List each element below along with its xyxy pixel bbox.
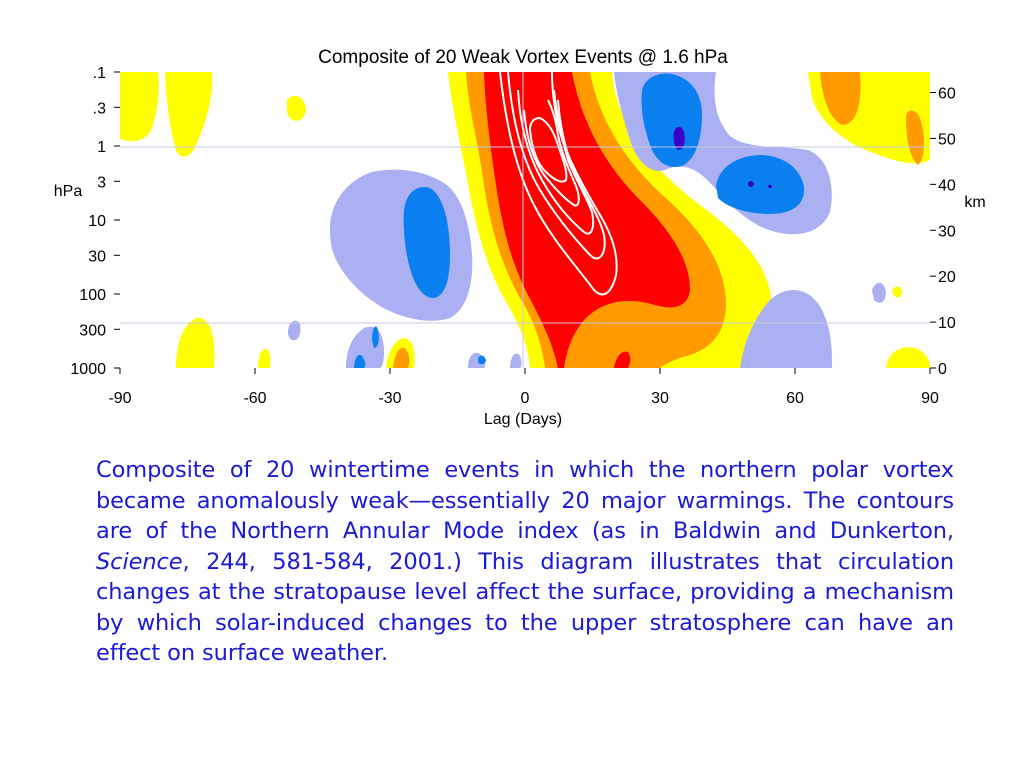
pressure-tick-label: .3 xyxy=(93,100,106,117)
nam-contours xyxy=(499,72,618,296)
caption-text-part1: Composite of 20 wintertime events in whi… xyxy=(96,457,954,544)
negative-field-medium xyxy=(354,73,805,368)
negative-field-strong xyxy=(673,126,772,189)
caption-text-part2: , 244, 581-584, 2001.) This diagram illu… xyxy=(96,548,954,667)
height-tick-label: 40 xyxy=(938,177,956,194)
caption-journal: Science xyxy=(96,548,183,575)
height-tick-label: 30 xyxy=(938,223,956,240)
height-tick-label: 20 xyxy=(938,269,956,286)
y-axis-right-title: km xyxy=(964,194,985,211)
positive-field-strong xyxy=(484,72,690,368)
pressure-tick-label: 1 xyxy=(97,139,106,156)
x-axis-title: Lag (Days) xyxy=(484,411,562,428)
x-axis: -90 -60 -30 0 30 60 90 xyxy=(108,368,939,407)
x-tick-label: -60 xyxy=(243,390,266,407)
pressure-tick-label: 10 xyxy=(88,213,106,230)
x-tick-label: 60 xyxy=(786,390,804,407)
pressure-tick-label: .1 xyxy=(93,65,106,82)
chart: Composite of 20 Weak Vortex Events @ 1.6… xyxy=(54,47,986,428)
height-tick-label: 10 xyxy=(938,315,956,332)
height-tick-label: 60 xyxy=(938,86,956,103)
x-tick-label: -90 xyxy=(108,390,131,407)
plot-area xyxy=(120,72,930,368)
chart-title: Composite of 20 Weak Vortex Events @ 1.6… xyxy=(318,47,728,68)
pressure-tick-label: 3 xyxy=(97,174,106,191)
pressure-tick-label: 1000 xyxy=(70,361,106,378)
y-axis-left-title: hPa xyxy=(54,183,83,200)
x-tick-label: 0 xyxy=(521,390,530,407)
y-axis-height: 60 50 40 30 20 10 0 xyxy=(930,86,956,378)
x-tick-label: 90 xyxy=(921,390,939,407)
height-tick-label: 0 xyxy=(938,361,947,378)
pressure-tick-label: 30 xyxy=(88,248,106,265)
height-tick-label: 50 xyxy=(938,131,956,148)
x-tick-label: 30 xyxy=(651,390,669,407)
figure-caption: Composite of 20 wintertime events in whi… xyxy=(96,455,954,669)
x-tick-label: -30 xyxy=(378,390,401,407)
pressure-tick-label: 300 xyxy=(79,322,106,339)
pressure-tick-label: 100 xyxy=(79,287,106,304)
y-axis-pressure: .1 .3 1 3 10 30 100 300 1000 xyxy=(70,65,120,378)
